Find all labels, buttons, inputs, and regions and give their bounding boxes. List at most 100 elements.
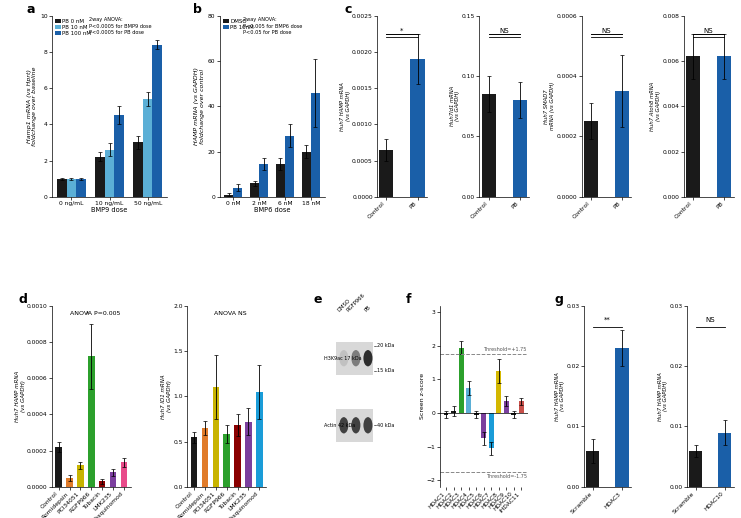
- Bar: [451, 411, 456, 413]
- Ellipse shape: [363, 417, 373, 434]
- Y-axis label: Huh7 HAMP mRNA
(vs GAPDH): Huh7 HAMP mRNA (vs GAPDH): [15, 371, 25, 422]
- Bar: [584, 121, 598, 197]
- Bar: [234, 425, 241, 487]
- Bar: [256, 392, 262, 487]
- Bar: [504, 401, 508, 413]
- Bar: [285, 136, 294, 197]
- Bar: [482, 94, 496, 197]
- Bar: [191, 437, 197, 487]
- Text: e: e: [313, 293, 322, 306]
- Text: NS: NS: [704, 27, 714, 34]
- Legend: DMSO, PB 10nM: DMSO, PB 10nM: [222, 18, 255, 31]
- Bar: [496, 371, 501, 413]
- Text: 2way ANOVA:
P<0.0005 for BMP9 dose
P<0.0005 for PB dose: 2way ANOVA: P<0.0005 for BMP9 dose P<0.0…: [89, 17, 151, 35]
- Text: Threshold=-1.75: Threshold=-1.75: [485, 474, 527, 479]
- Ellipse shape: [351, 417, 360, 434]
- Text: PB: PB: [364, 305, 372, 313]
- Ellipse shape: [363, 350, 373, 366]
- Bar: [121, 463, 127, 487]
- Y-axis label: Huh7 HAMP mRNA
(vs GAPDH): Huh7 HAMP mRNA (vs GAPDH): [555, 372, 565, 421]
- Bar: [259, 164, 268, 197]
- Text: 15 kDa: 15 kDa: [376, 368, 394, 373]
- Text: d: d: [19, 293, 27, 306]
- Y-axis label: Huh7 ID1 mRNA
(vs GAPDH): Huh7 ID1 mRNA (vs GAPDH): [162, 374, 172, 419]
- Text: NS: NS: [705, 317, 715, 323]
- Bar: [411, 59, 425, 197]
- Bar: [110, 472, 116, 487]
- Bar: [616, 348, 628, 487]
- Text: DMSO: DMSO: [336, 298, 351, 313]
- Text: H3K9ac 17 kDa: H3K9ac 17 kDa: [324, 356, 362, 361]
- X-axis label: BMP9 dose: BMP9 dose: [91, 207, 127, 213]
- Text: *: *: [86, 311, 89, 317]
- Bar: [133, 142, 143, 197]
- Text: f: f: [406, 293, 411, 306]
- Bar: [99, 482, 105, 487]
- Text: NS: NS: [499, 27, 509, 34]
- Bar: [76, 179, 86, 197]
- Bar: [224, 434, 230, 487]
- Text: b: b: [193, 3, 202, 16]
- Y-axis label: Screen z-score: Screen z-score: [420, 373, 425, 420]
- Bar: [56, 447, 62, 487]
- Text: 2way ANOVA:
P<0.005 for BMP6 dose
P<0.05 for PB dose: 2way ANOVA: P<0.005 for BMP6 dose P<0.05…: [243, 17, 302, 35]
- Bar: [104, 150, 114, 197]
- Text: c: c: [345, 3, 352, 16]
- Bar: [718, 433, 731, 487]
- Bar: [114, 115, 124, 197]
- Bar: [513, 100, 527, 197]
- Bar: [459, 348, 464, 413]
- Bar: [489, 413, 494, 448]
- Bar: [153, 45, 162, 197]
- Bar: [615, 91, 629, 197]
- Text: 20 kDa: 20 kDa: [376, 343, 394, 348]
- Ellipse shape: [339, 350, 348, 366]
- Text: Actin 42 kDa: Actin 42 kDa: [324, 423, 355, 428]
- Text: ANOVA NS: ANOVA NS: [214, 311, 247, 316]
- Bar: [57, 179, 67, 197]
- Text: 40 kDa: 40 kDa: [376, 423, 394, 428]
- Bar: [77, 465, 84, 487]
- Bar: [473, 413, 479, 415]
- Bar: [202, 428, 208, 487]
- Y-axis label: Hamp1 mRNA (vs Hprt)
foldchange over baseline: Hamp1 mRNA (vs Hprt) foldchange over bas…: [27, 66, 37, 146]
- Bar: [250, 183, 259, 197]
- Bar: [213, 387, 219, 487]
- Bar: [466, 388, 471, 413]
- Y-axis label: Huh7 Atoh8 mRNA
(vs GAPDH): Huh7 Atoh8 mRNA (vs GAPDH): [651, 81, 661, 131]
- Bar: [96, 157, 104, 197]
- Text: ANOVA P=0.005: ANOVA P=0.005: [70, 311, 121, 316]
- X-axis label: BMP6 dose: BMP6 dose: [254, 207, 290, 213]
- Bar: [67, 478, 73, 487]
- Bar: [379, 150, 393, 197]
- Bar: [233, 188, 242, 197]
- Legend: PB 0 nM, PB 10 nM, PB 100 nM: PB 0 nM, PB 10 nM, PB 100 nM: [55, 18, 92, 36]
- Text: g: g: [554, 293, 563, 306]
- Y-axis label: Huh7 HAMP mRNA
(vs GAPDH): Huh7 HAMP mRNA (vs GAPDH): [657, 372, 668, 421]
- Bar: [481, 413, 486, 438]
- Bar: [586, 451, 599, 487]
- Ellipse shape: [339, 417, 348, 434]
- Bar: [302, 151, 310, 197]
- Text: a: a: [27, 3, 35, 16]
- FancyBboxPatch shape: [336, 409, 373, 441]
- Y-axis label: HAMP mRNA (vs GAPDH)
foldchange over control: HAMP mRNA (vs GAPDH) foldchange over con…: [194, 67, 205, 145]
- Bar: [310, 93, 320, 197]
- Bar: [88, 356, 95, 487]
- Bar: [717, 56, 731, 197]
- Text: **: **: [604, 317, 611, 323]
- Bar: [143, 99, 153, 197]
- Bar: [67, 179, 76, 197]
- Y-axis label: Huh7Id1 mRNA
(vs GAPDH): Huh7Id1 mRNA (vs GAPDH): [450, 86, 460, 126]
- Y-axis label: Huh7 HAMP mRNA
(vs GAPDH): Huh7 HAMP mRNA (vs GAPDH): [340, 82, 350, 131]
- Text: Threshold=+1.75: Threshold=+1.75: [483, 347, 527, 352]
- Y-axis label: Huh7 SMAD7
mRNA (vs GAPDH): Huh7 SMAD7 mRNA (vs GAPDH): [545, 82, 555, 131]
- Bar: [444, 413, 448, 415]
- FancyBboxPatch shape: [336, 342, 373, 375]
- Bar: [686, 56, 700, 197]
- Bar: [225, 195, 233, 197]
- Ellipse shape: [351, 350, 360, 366]
- Bar: [519, 401, 524, 413]
- Bar: [511, 413, 516, 415]
- Bar: [276, 164, 285, 197]
